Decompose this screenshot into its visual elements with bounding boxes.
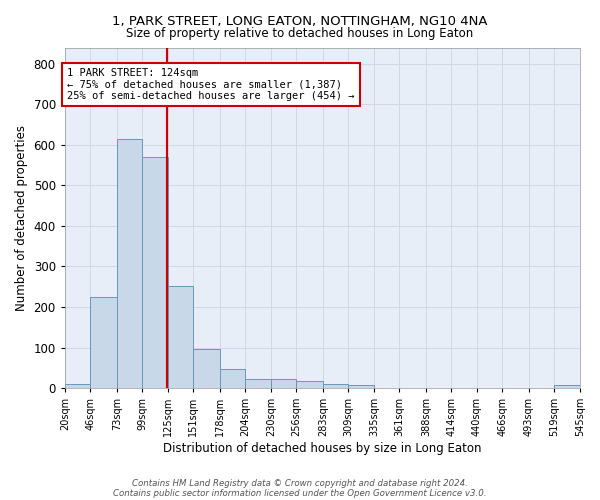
- Text: 1 PARK STREET: 124sqm
← 75% of detached houses are smaller (1,387)
25% of semi-d: 1 PARK STREET: 124sqm ← 75% of detached …: [67, 68, 354, 101]
- Bar: [91, 297, 117, 388]
- Bar: [245, 379, 271, 388]
- Bar: [323, 384, 349, 388]
- Bar: [168, 286, 193, 388]
- Text: 1, PARK STREET, LONG EATON, NOTTINGHAM, NG10 4NA: 1, PARK STREET, LONG EATON, NOTTINGHAM, …: [112, 15, 488, 28]
- Bar: [220, 369, 245, 388]
- Bar: [117, 138, 142, 388]
- X-axis label: Distribution of detached houses by size in Long Eaton: Distribution of detached houses by size …: [163, 442, 482, 455]
- Bar: [296, 380, 323, 388]
- Bar: [193, 348, 220, 388]
- Text: Contains public sector information licensed under the Open Government Licence v3: Contains public sector information licen…: [113, 488, 487, 498]
- Bar: [271, 379, 296, 388]
- Text: Size of property relative to detached houses in Long Eaton: Size of property relative to detached ho…: [127, 28, 473, 40]
- Bar: [142, 157, 168, 388]
- Bar: [349, 385, 374, 388]
- Text: Contains HM Land Registry data © Crown copyright and database right 2024.: Contains HM Land Registry data © Crown c…: [132, 478, 468, 488]
- Bar: [65, 384, 91, 388]
- Y-axis label: Number of detached properties: Number of detached properties: [15, 125, 28, 311]
- Bar: [554, 385, 580, 388]
